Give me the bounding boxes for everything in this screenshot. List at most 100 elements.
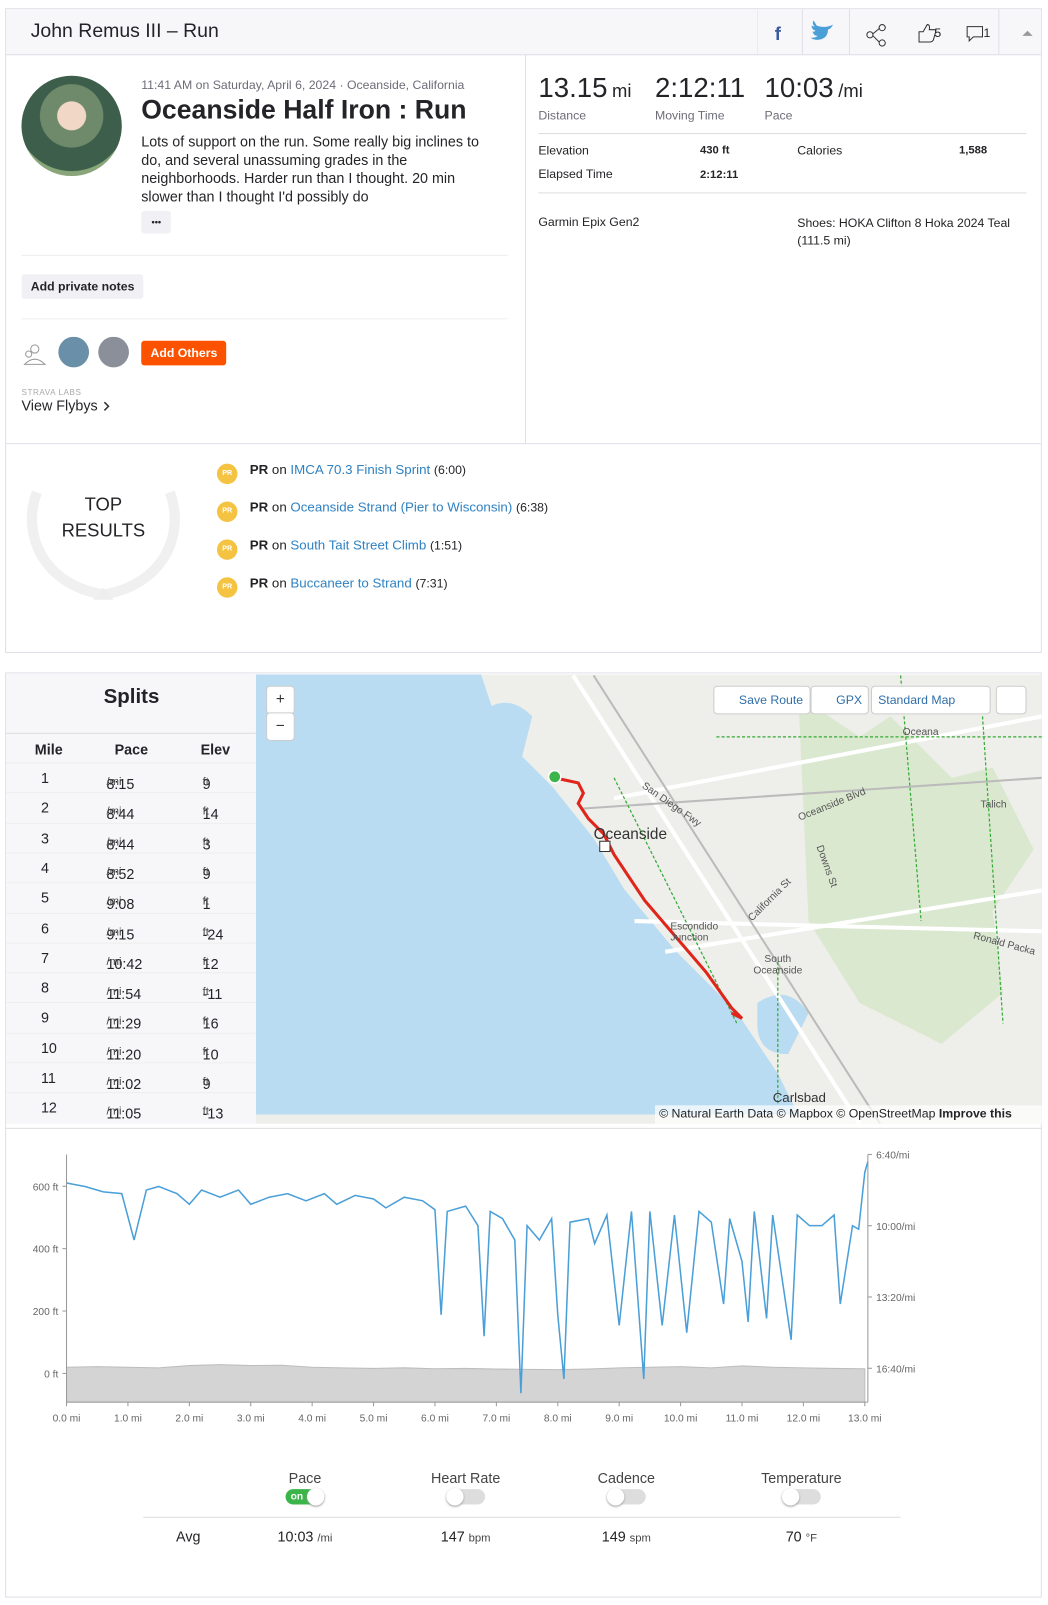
stat-value: 10:03 bbox=[764, 72, 834, 104]
split-mile: 1 bbox=[40, 769, 49, 786]
pr-label: PR bbox=[249, 461, 269, 477]
split-mile: 8 bbox=[40, 979, 49, 996]
toggle-switch[interactable] bbox=[606, 1488, 646, 1506]
segment-time: (6:38) bbox=[515, 500, 549, 515]
divider bbox=[5, 1127, 1042, 1129]
map[interactable]: Oceanside Escondido Junction South Ocean… bbox=[255, 674, 1042, 1124]
kudos-count: 5 bbox=[934, 25, 942, 40]
stat-label: Elapsed Time bbox=[538, 166, 613, 182]
split-row: 8 11:54 /mi -11 ft bbox=[6, 972, 256, 1003]
pace-value: 11:02 bbox=[106, 1075, 142, 1093]
athlete-avatar[interactable] bbox=[21, 75, 122, 177]
segment-link[interactable]: Buccaneer to Strand bbox=[290, 575, 412, 591]
avg-number: 10:03 bbox=[277, 1527, 314, 1545]
zoom-out[interactable]: − bbox=[267, 713, 294, 740]
avg-value: 149 spm bbox=[555, 1528, 698, 1544]
y2-tick-label: 10:00/mi bbox=[876, 1222, 915, 1233]
pr-label: PR bbox=[249, 537, 269, 553]
attribution-text: © Natural Earth Data © Mapbox © OpenStre… bbox=[659, 1106, 936, 1121]
elevation-area bbox=[66, 1364, 866, 1403]
chevron bbox=[103, 401, 110, 411]
y2-tick-label: 16:40/mi bbox=[876, 1364, 915, 1375]
pace-value: 11:29 bbox=[106, 1015, 142, 1033]
stat-label: Elevation bbox=[538, 143, 589, 158]
athlete-avatar[interactable] bbox=[58, 336, 90, 368]
elev-value: -11 bbox=[202, 985, 223, 1003]
split-mile: 4 bbox=[40, 859, 49, 876]
pace-unit: /mi bbox=[106, 895, 122, 908]
pace-unit: /mi bbox=[106, 1045, 122, 1058]
save-route[interactable]: Save Route bbox=[714, 686, 810, 714]
share-icon[interactable] bbox=[866, 24, 886, 47]
more-button[interactable]: ••• bbox=[141, 210, 172, 234]
improve-link[interactable]: Improve this map bbox=[659, 1106, 1012, 1123]
pace-value: 11:20 bbox=[106, 1045, 142, 1063]
toggle-state: on bbox=[290, 1491, 304, 1503]
elev-unit: ft bbox=[202, 895, 209, 908]
x-tick-label: 5.0 mi bbox=[360, 1414, 388, 1425]
fullscreen[interactable] bbox=[996, 686, 1026, 714]
header-title: John Remus III – Run bbox=[30, 20, 219, 42]
stat-value: 2:12:11 bbox=[700, 168, 739, 182]
relation: on bbox=[271, 537, 287, 553]
split-mile: 3 bbox=[40, 829, 49, 846]
pace-unit: /mi bbox=[106, 1015, 122, 1028]
divider bbox=[538, 133, 1027, 135]
private-notes-button[interactable]: Add private notes bbox=[21, 274, 144, 299]
x-tick-label: 6.0 mi bbox=[421, 1414, 449, 1425]
flybys-link[interactable]: View Flybys bbox=[21, 397, 98, 414]
pace-value: 10:42 bbox=[106, 955, 143, 973]
avg-unit: /mi bbox=[317, 1532, 333, 1545]
relation: on bbox=[271, 499, 287, 515]
segment-link[interactable]: IMCA 70.3 Finish Sprint bbox=[290, 461, 431, 477]
twitter-icon[interactable] bbox=[810, 20, 834, 40]
avg-unit: bpm bbox=[468, 1532, 491, 1545]
collapse-icon[interactable] bbox=[1022, 30, 1033, 36]
toggle-switch[interactable]: on bbox=[285, 1488, 325, 1506]
device: Garmin Epix Gen2 bbox=[538, 214, 640, 230]
map-label: South Oceanside bbox=[753, 953, 803, 977]
start-marker bbox=[547, 769, 562, 784]
add-others-button[interactable]: Add Others bbox=[141, 340, 227, 366]
split-mile: 11 bbox=[40, 1069, 56, 1086]
route bbox=[554, 776, 744, 1020]
elev-value: 10 bbox=[202, 1045, 219, 1063]
toggle-switch[interactable] bbox=[781, 1488, 821, 1506]
avg-label: Avg bbox=[176, 1527, 201, 1545]
facebook-icon[interactable]: f bbox=[775, 23, 782, 44]
elev-value: -13 bbox=[202, 1105, 224, 1122]
x-tick-label: 10.0 mi bbox=[664, 1414, 698, 1425]
map-canvas bbox=[255, 674, 1042, 1124]
y2-tick-label: 6:40/mi bbox=[876, 1151, 910, 1162]
elev-unit: ft bbox=[202, 985, 209, 998]
kudos-icon[interactable] bbox=[918, 24, 937, 43]
map-style[interactable]: Standard Map bbox=[871, 686, 990, 714]
toggle-switch[interactable] bbox=[446, 1488, 486, 1506]
pace-value: 8:52 bbox=[106, 865, 135, 883]
activity-meta: 11:41 AM on Saturday, April 6, 2024 · Oc… bbox=[141, 77, 465, 93]
segment-link[interactable]: Oceanside Strand (Pier to Wisconsin) bbox=[290, 499, 513, 515]
x-tick-label: 3.0 mi bbox=[237, 1414, 265, 1425]
elev-unit: ft bbox=[202, 955, 209, 968]
finish-marker bbox=[599, 840, 611, 853]
attribution: © Natural Earth Data © Mapbox © OpenStre… bbox=[655, 1105, 1042, 1124]
pace-unit: /mi bbox=[106, 835, 122, 849]
elev-unit: ft bbox=[202, 1105, 209, 1118]
segment-link[interactable]: South Tait Street Climb bbox=[290, 537, 427, 553]
activity-description: Lots of support on the run. Some really … bbox=[141, 133, 479, 205]
segment-time: (1:51) bbox=[429, 538, 463, 553]
split-mile: 9 bbox=[40, 1009, 49, 1026]
zoom-in[interactable]: + bbox=[267, 686, 294, 714]
map-label: Carlsbad bbox=[772, 1089, 826, 1106]
pace-unit: /mi bbox=[106, 1105, 122, 1118]
pace-unit: /mi bbox=[106, 865, 122, 878]
elev-unit: ft bbox=[202, 1015, 209, 1028]
gpx-download[interactable]: GPX bbox=[811, 686, 869, 714]
elevation-pace-chart: 0 ft 200 ft 400 ft 600 ft 6:40/mi 10:00/mi 13:… bbox=[33, 1151, 916, 1425]
pr-label: PR bbox=[249, 575, 269, 591]
comment-icon[interactable] bbox=[966, 26, 984, 43]
athlete-avatar[interactable] bbox=[98, 336, 129, 368]
elev-unit: ft bbox=[202, 835, 209, 849]
stat-pace: 10:03 /mi bbox=[765, 73, 863, 105]
